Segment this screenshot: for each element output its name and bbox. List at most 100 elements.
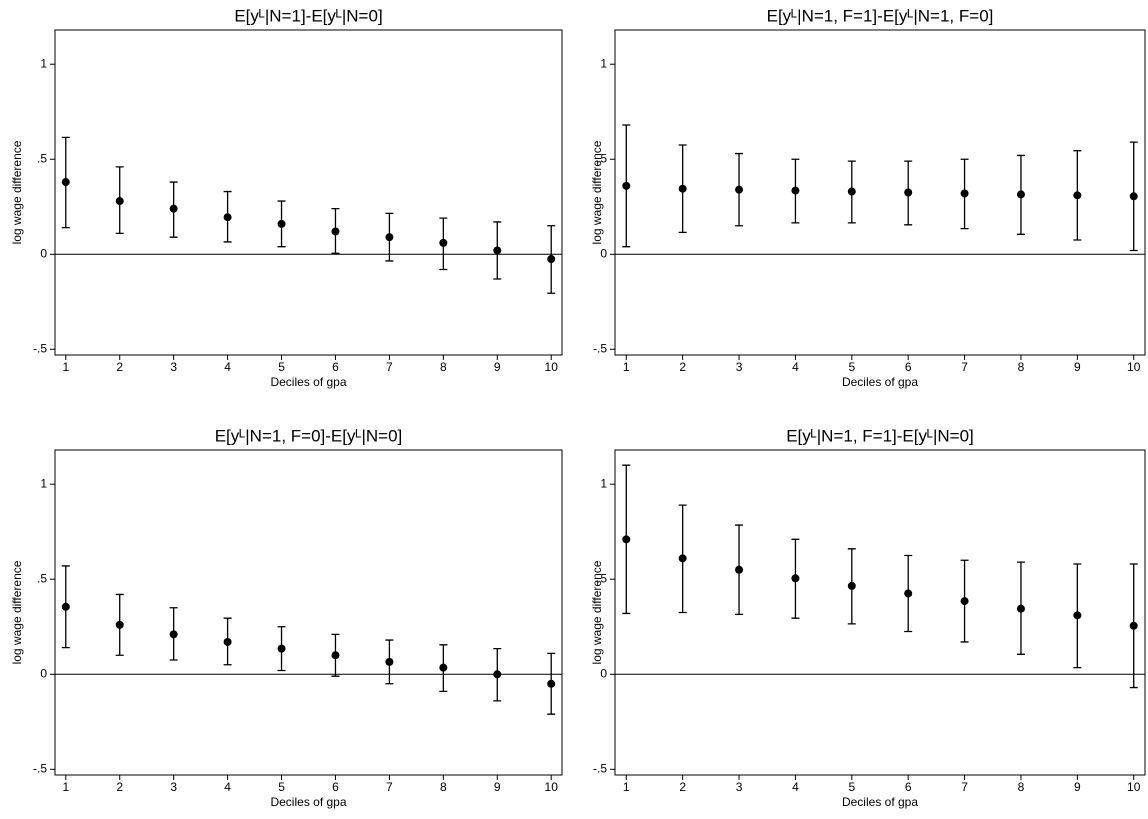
point (1129, 621, 1138, 630)
plot-frame (54, 449, 563, 776)
y-axis-label: log wage difference (10, 140, 24, 244)
y-tick-label: 1 (600, 476, 607, 490)
y-tick-label: .5 (37, 571, 47, 585)
point (847, 187, 856, 196)
x-axis-label: Deciles of gpa (842, 375, 918, 389)
y-axis-label: log wage difference (590, 140, 604, 244)
point (904, 188, 913, 197)
x-tick-label: 9 (1074, 360, 1081, 374)
point (169, 204, 178, 213)
point (735, 185, 744, 194)
panel-title: E[yᴸ|N=1]-E[yᴸ|N=0] (234, 6, 382, 25)
point (223, 213, 232, 222)
x-tick-label: 3 (170, 780, 177, 794)
x-axis-label: Deciles of gpa (270, 375, 346, 389)
point (1016, 190, 1025, 199)
x-tick-label: 9 (494, 360, 501, 374)
x-tick-label: 8 (1018, 780, 1025, 794)
x-tick-label: 2 (116, 360, 123, 374)
point (847, 581, 856, 590)
y-tick-label: 0 (40, 246, 47, 260)
y-tick-label: -.5 (593, 761, 607, 775)
point (61, 602, 70, 611)
x-tick-label: 4 (792, 780, 799, 794)
point (791, 574, 800, 583)
x-tick-label: 1 (62, 360, 69, 374)
point (115, 197, 124, 206)
point (277, 219, 286, 228)
point (61, 178, 70, 187)
x-tick-label: 9 (1074, 780, 1081, 794)
x-tick-label: 6 (332, 780, 339, 794)
x-tick-label: 7 (386, 780, 393, 794)
x-tick-label: 2 (679, 780, 686, 794)
y-tick-label: -.5 (33, 761, 47, 775)
point (439, 663, 448, 672)
point (547, 679, 556, 688)
x-tick-label: 1 (62, 780, 69, 794)
point (791, 186, 800, 195)
x-tick-label: 10 (1127, 360, 1141, 374)
x-tick-label: 4 (224, 780, 231, 794)
point (1016, 604, 1025, 613)
y-tick-label: 0 (600, 666, 607, 680)
point (223, 637, 232, 646)
point (493, 246, 502, 255)
x-tick-label: 4 (792, 360, 799, 374)
x-tick-label: 5 (848, 780, 855, 794)
x-tick-label: 9 (494, 780, 501, 794)
point (904, 589, 913, 598)
point (1073, 611, 1082, 620)
x-tick-label: 6 (332, 360, 339, 374)
x-tick-label: 1 (623, 780, 630, 794)
point (385, 657, 394, 666)
x-tick-label: 6 (905, 780, 912, 794)
x-axis-label: Deciles of gpa (842, 795, 918, 809)
y-tick-label: -.5 (33, 341, 47, 355)
panel-title: E[yᴸ|N=1, F=1]-E[yᴸ|N=1, F=0] (767, 6, 994, 25)
point (169, 630, 178, 639)
y-tick-label: 1 (40, 56, 47, 70)
y-tick-label: .5 (37, 151, 47, 165)
y-tick-label: 0 (600, 246, 607, 260)
point (960, 189, 969, 198)
x-tick-label: 5 (848, 360, 855, 374)
x-tick-label: 7 (961, 360, 968, 374)
x-tick-label: 2 (116, 780, 123, 794)
x-tick-label: 10 (545, 780, 559, 794)
x-tick-label: 7 (961, 780, 968, 794)
x-tick-label: 1 (623, 360, 630, 374)
x-tick-label: 8 (440, 360, 447, 374)
point (1129, 192, 1138, 201)
x-tick-label: 4 (224, 360, 231, 374)
point (439, 238, 448, 247)
x-tick-label: 3 (736, 360, 743, 374)
point (622, 535, 631, 544)
x-tick-label: 5 (278, 360, 285, 374)
plot-frame (614, 449, 1146, 776)
point (115, 620, 124, 629)
point (385, 233, 394, 242)
plot-frame (614, 29, 1146, 356)
x-tick-label: 2 (679, 360, 686, 374)
y-tick-label: 1 (40, 476, 47, 490)
point (735, 565, 744, 574)
point (622, 181, 631, 190)
point (277, 644, 286, 653)
x-tick-label: 5 (278, 780, 285, 794)
y-tick-label: -.5 (593, 341, 607, 355)
x-tick-label: 8 (1018, 360, 1025, 374)
x-tick-label: 10 (545, 360, 559, 374)
point (678, 184, 687, 193)
y-axis-label: log wage difference (590, 560, 604, 664)
x-axis-label: Deciles of gpa (270, 795, 346, 809)
panel-title: E[yᴸ|N=1, F=1]-E[yᴸ|N=0] (786, 426, 974, 445)
point (960, 597, 969, 606)
point (1073, 191, 1082, 200)
y-tick-label: .5 (597, 151, 607, 165)
y-tick-label: 1 (600, 56, 607, 70)
point (493, 670, 502, 679)
point (547, 255, 556, 264)
